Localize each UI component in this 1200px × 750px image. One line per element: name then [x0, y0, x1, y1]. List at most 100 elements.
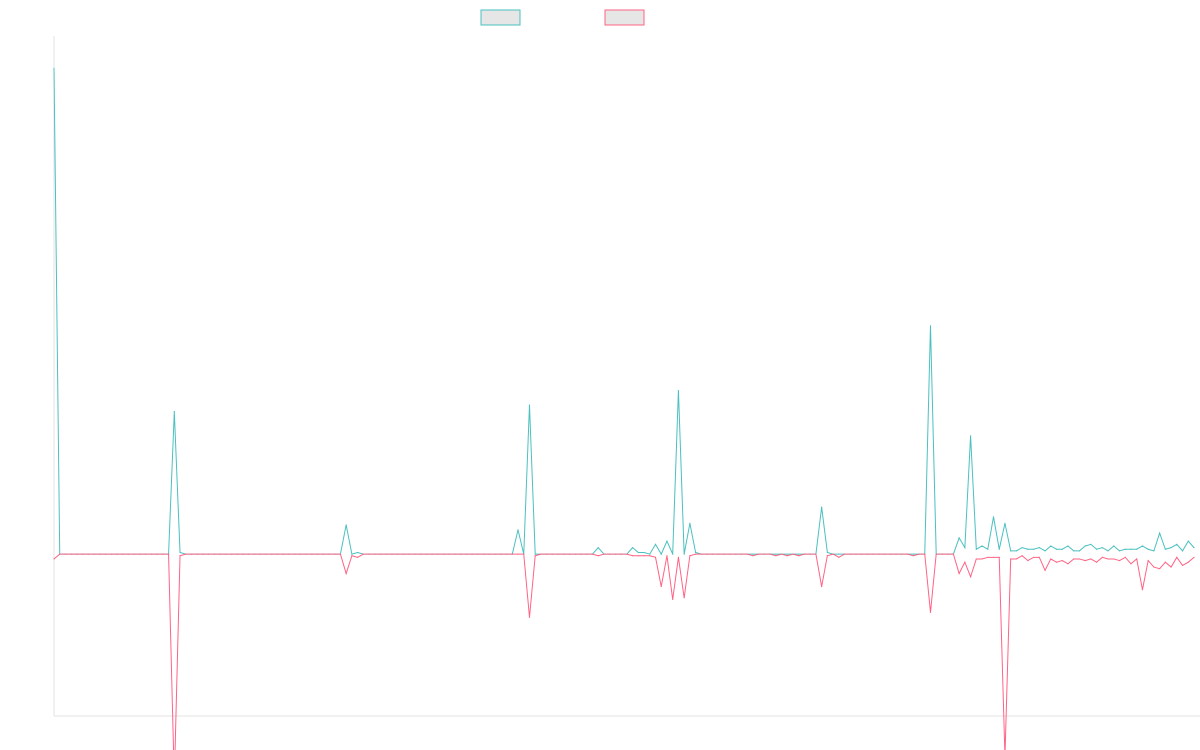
legend-swatch-1[interactable]	[604, 9, 645, 26]
series-1-point-84	[534, 555, 536, 557]
series-1-point-12	[122, 553, 124, 555]
series-0-point-168	[1015, 550, 1018, 552]
series-1-point-199	[1193, 556, 1195, 558]
series-0-point-198	[1187, 540, 1189, 542]
series-0-point-84	[534, 553, 536, 555]
series-1-point-9	[104, 553, 107, 555]
series-0-point-199	[1193, 547, 1195, 549]
series-1-point-76	[488, 553, 490, 555]
series-0-point-167	[1010, 550, 1012, 552]
series-1-point-6	[87, 553, 89, 555]
series-0-point-134	[821, 506, 823, 508]
series-1-point-7	[93, 553, 95, 555]
series-1-point-45	[311, 553, 313, 555]
series-1-point-81	[517, 553, 519, 555]
series-1-point-126	[775, 555, 777, 557]
series-0-point-21	[173, 411, 175, 413]
series-0-point-104	[649, 553, 651, 555]
series-1-point-39	[276, 553, 279, 555]
series-1-point-153	[929, 611, 932, 613]
series-1-point-113	[700, 553, 702, 555]
series-0-point-186	[1118, 550, 1121, 552]
series-0-point-108	[672, 553, 674, 555]
series-1-point-131	[803, 553, 806, 555]
series-0-point-178	[1073, 550, 1075, 552]
series-1-point-186	[1118, 559, 1121, 562]
series-1-point-42	[294, 553, 296, 555]
legend-swatch-0[interactable]	[480, 9, 521, 26]
series-1-point-101	[631, 555, 634, 557]
series-1-point-149	[906, 553, 909, 555]
series-1-point-61	[402, 553, 405, 555]
series-1-point-44	[305, 553, 307, 555]
series-1-point-157	[952, 553, 955, 555]
series-1-point-53	[357, 556, 359, 558]
series-1-point-169	[1021, 555, 1023, 557]
series-0-point-192	[1153, 550, 1155, 552]
series-1-point-160	[969, 576, 972, 578]
series-1-point-49	[334, 553, 336, 555]
series-1-point-64	[420, 553, 422, 555]
series-1-point-94	[591, 553, 594, 555]
series-1-point-189	[1136, 558, 1138, 560]
series-1-point-185	[1113, 558, 1115, 560]
series-1-point-195	[1170, 566, 1172, 568]
series-1-point-132	[809, 553, 811, 555]
series-0-point-128	[786, 553, 788, 555]
series-1-point-67	[437, 553, 439, 555]
series-1-point-99	[620, 553, 622, 555]
series-0-point-163	[987, 548, 989, 550]
series-0-point-177	[1067, 545, 1069, 547]
series-1-point-41	[288, 553, 290, 555]
series-1-point-154	[935, 553, 937, 555]
series-1-point-174	[1050, 558, 1052, 560]
series-1-point-106	[660, 585, 662, 588]
series-1-point-156	[947, 553, 949, 555]
series-0-point-122	[752, 553, 754, 555]
series-0-point-190	[1141, 545, 1144, 547]
series-1-point-143	[872, 553, 874, 555]
series-1-point-115	[712, 553, 714, 555]
series-0-point-107	[666, 540, 668, 542]
series-1-point-10	[110, 553, 112, 555]
series-1-point-89	[563, 553, 565, 555]
series-1-point-142	[866, 553, 869, 555]
series-1-point-71	[460, 553, 462, 555]
series-1-point-121	[746, 553, 748, 555]
series-1-point-136	[832, 553, 834, 555]
series-0-point-52	[351, 553, 353, 555]
series-0-point-153	[929, 325, 932, 327]
series-0-point-179	[1078, 550, 1081, 552]
chart-legend[interactable]	[480, 9, 645, 26]
series-1-point-62	[408, 553, 410, 555]
series-1-point-182	[1096, 561, 1098, 563]
series-1-point-122	[752, 555, 754, 557]
series-1-point-167	[1010, 558, 1012, 560]
series-1-point-141	[861, 553, 863, 555]
series-1-point-57	[379, 553, 382, 555]
series-1-point-108	[672, 598, 674, 601]
series-0-point-81	[517, 529, 519, 531]
series-0-point-51	[345, 524, 347, 526]
series-0-point-159	[964, 547, 966, 549]
series-0-point-172	[1038, 547, 1040, 549]
series-1-point-119	[735, 553, 737, 555]
series-1-point-85	[540, 553, 542, 555]
series-1-point-96	[603, 553, 605, 555]
series-1-point-4	[76, 553, 78, 555]
series-1-point-11	[116, 553, 118, 555]
series-1-point-19	[162, 553, 164, 555]
series-1-point-40	[282, 553, 284, 555]
series-1-point-35	[253, 553, 256, 555]
series-1-point-87	[551, 553, 553, 555]
series-0-point-193	[1159, 532, 1161, 534]
series-0-point-185	[1113, 545, 1115, 547]
points-layer	[53, 67, 1195, 618]
series-1-point-48	[328, 553, 330, 555]
series-0-point-173	[1044, 550, 1046, 552]
series-1-point-5	[82, 553, 84, 555]
series-1-point-30	[225, 553, 227, 555]
series-1-point-124	[763, 553, 765, 555]
series-1-point-8	[99, 553, 101, 555]
